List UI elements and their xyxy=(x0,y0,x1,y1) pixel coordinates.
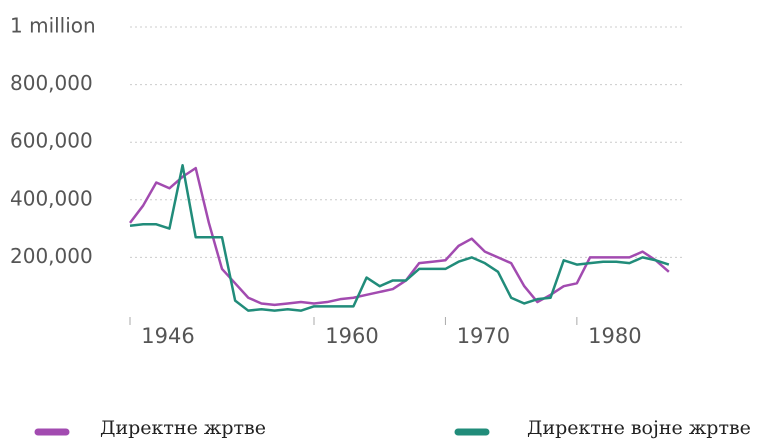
y-tick-label: 1 million xyxy=(10,14,96,38)
x-tick-label: 1970 xyxy=(457,324,510,348)
y-tick-label: 200,000 xyxy=(10,244,93,268)
legend-label: Директне жртве xyxy=(100,417,266,439)
x-tick-label: 1980 xyxy=(588,324,641,348)
x-tick-label: 1960 xyxy=(325,324,378,348)
x-tick-label: 1946 xyxy=(141,324,194,348)
legend-label: Директне војне жртве xyxy=(527,417,751,439)
y-tick-label: 800,000 xyxy=(10,71,93,95)
y-tick-label: 600,000 xyxy=(10,129,93,153)
series-line xyxy=(129,166,670,307)
y-tick-label: 400,000 xyxy=(10,186,93,210)
series-line xyxy=(129,163,670,312)
